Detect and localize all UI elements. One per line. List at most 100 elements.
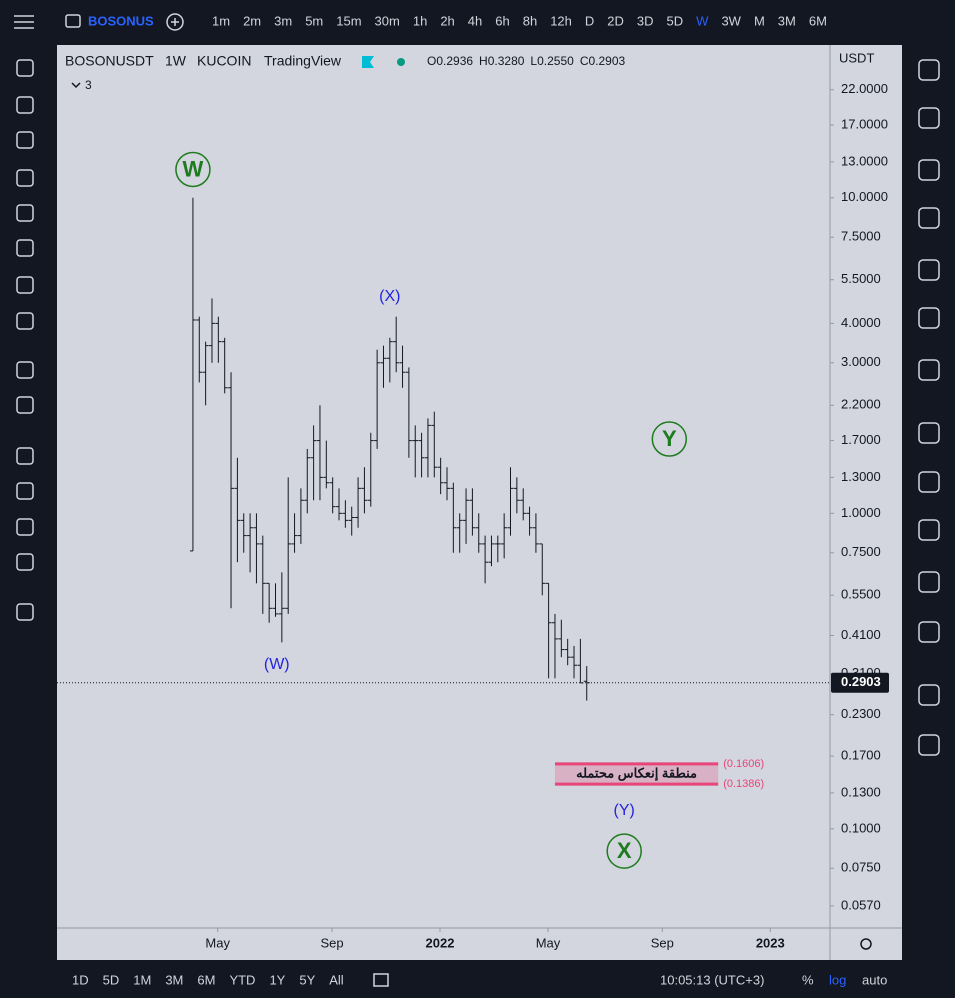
- panel-icon[interactable]: [918, 684, 940, 706]
- tool-icon[interactable]: [16, 361, 34, 379]
- panel-icon[interactable]: [918, 307, 940, 329]
- wave-circle: [606, 833, 642, 869]
- y-tick-label: 4.0000: [841, 315, 881, 330]
- interval-button[interactable]: 6M: [809, 13, 827, 28]
- toolbars: [14, 13, 184, 31]
- wave-label: W: [183, 156, 204, 181]
- wave-label: X: [617, 838, 632, 863]
- interval-button[interactable]: 2D: [607, 13, 624, 28]
- symbol-search[interactable]: BOSONUS: [88, 13, 154, 28]
- wave-label: Y: [662, 426, 677, 451]
- range-button[interactable]: 3M: [165, 972, 183, 987]
- source: TradingView: [264, 53, 342, 69]
- panel-icon[interactable]: [918, 259, 940, 281]
- y-tick-label: 0.1000: [841, 820, 881, 835]
- tool-icon[interactable]: [16, 59, 34, 77]
- tool-icon[interactable]: [16, 482, 34, 500]
- panel-icon[interactable]: [918, 422, 940, 444]
- panel-icon[interactable]: [918, 571, 940, 593]
- panel-icon[interactable]: [918, 359, 940, 381]
- clock: 10:05:13 (UTC+3): [660, 972, 764, 987]
- menu-icon[interactable]: [14, 15, 34, 29]
- interval-button[interactable]: 5m: [305, 13, 323, 28]
- percent-toggle[interactable]: %: [802, 972, 814, 987]
- interval-button[interactable]: 2h: [440, 13, 454, 28]
- tool-icon[interactable]: [16, 276, 34, 294]
- interval-button[interactable]: 3D: [637, 13, 654, 28]
- settings-icon[interactable]: [860, 938, 872, 950]
- interval-button[interactable]: M: [754, 13, 765, 28]
- auto-toggle[interactable]: auto: [862, 972, 887, 987]
- tool-icon[interactable]: [16, 518, 34, 536]
- interval-button[interactable]: 3M: [778, 13, 796, 28]
- wave-circle: [175, 151, 211, 188]
- log-toggle[interactable]: log: [829, 972, 846, 987]
- range-button[interactable]: 5Y: [299, 972, 315, 987]
- panel-icon[interactable]: [918, 159, 940, 181]
- tool-icon[interactable]: [16, 131, 34, 149]
- x-tick-label: Sep: [651, 935, 674, 950]
- panel-icon[interactable]: [918, 59, 940, 81]
- y-tick-label: 10.0000: [841, 189, 888, 204]
- x-tick-label: Sep: [320, 935, 343, 950]
- x-tick-label: 2022: [426, 935, 455, 950]
- date-range-icon[interactable]: [373, 973, 389, 987]
- tool-icon[interactable]: [16, 239, 34, 257]
- x-tick-label: May: [205, 935, 230, 950]
- y-tick-label: 0.0750: [841, 860, 881, 875]
- panel-icon[interactable]: [918, 207, 940, 229]
- interval: 1W: [165, 53, 187, 69]
- tool-icon[interactable]: [16, 312, 34, 330]
- range-button[interactable]: All: [329, 972, 344, 987]
- tool-icon[interactable]: [16, 553, 34, 571]
- legend: BOSONUSDT 1W KUCOIN TradingView 3: [65, 53, 405, 92]
- interval-button[interactable]: 15m: [336, 13, 361, 28]
- ohlc-value: O0.2936: [427, 54, 473, 68]
- range-button[interactable]: 5D: [103, 972, 120, 987]
- interval-button[interactable]: 6h: [495, 13, 509, 28]
- range-button[interactable]: 1Y: [269, 972, 285, 987]
- y-tick-label: 1.3000: [841, 469, 881, 484]
- tool-icon[interactable]: [16, 96, 34, 114]
- tool-icon[interactable]: [16, 169, 34, 187]
- interval-button[interactable]: D: [585, 13, 594, 28]
- collapse-icon[interactable]: [71, 82, 81, 89]
- panel-icon[interactable]: [918, 471, 940, 493]
- interval-button[interactable]: 1h: [413, 13, 427, 28]
- range-button[interactable]: YTD: [229, 972, 255, 987]
- panel-icon[interactable]: [918, 734, 940, 756]
- panel-icon[interactable]: [918, 519, 940, 541]
- range-button[interactable]: 1D: [72, 972, 89, 987]
- currency[interactable]: USDT: [839, 50, 874, 65]
- interval-button[interactable]: 12h: [550, 13, 572, 28]
- tool-icon[interactable]: [16, 603, 34, 621]
- interval-button[interactable]: 4h: [468, 13, 482, 28]
- panel-icon[interactable]: [918, 107, 940, 129]
- last-price-label: 0.2903: [841, 674, 881, 689]
- zone-bottom-label: (0.1386): [723, 778, 764, 790]
- y-tick-label: 2.2000: [841, 397, 881, 412]
- add-icon[interactable]: [166, 13, 184, 31]
- exchange: KUCOIN: [197, 53, 251, 69]
- interval-button[interactable]: W: [696, 13, 709, 28]
- symbol: BOSONUSDT: [65, 53, 154, 69]
- y-tick-label: 3.0000: [841, 354, 881, 369]
- x-tick-label: 2023: [756, 935, 785, 950]
- y-tick-label: 17.0000: [841, 117, 888, 132]
- range-button[interactable]: 1M: [133, 972, 151, 987]
- ohlc-value: C0.2903: [580, 54, 626, 68]
- panel-icon[interactable]: [918, 621, 940, 643]
- zone-top-label: (0.1606): [723, 758, 764, 770]
- interval-button[interactable]: 3m: [274, 13, 292, 28]
- tool-icon[interactable]: [16, 447, 34, 465]
- tool-icon[interactable]: [16, 204, 34, 222]
- interval-button[interactable]: 8h: [523, 13, 537, 28]
- range-button[interactable]: 6M: [197, 972, 215, 987]
- y-tick-label: 7.5000: [841, 229, 881, 244]
- interval-button[interactable]: 2m: [243, 13, 261, 28]
- interval-button[interactable]: 30m: [375, 13, 400, 28]
- tool-icon[interactable]: [16, 396, 34, 414]
- interval-button[interactable]: 1m: [212, 13, 230, 28]
- interval-button[interactable]: 3W: [721, 13, 741, 28]
- interval-button[interactable]: 5D: [667, 13, 684, 28]
